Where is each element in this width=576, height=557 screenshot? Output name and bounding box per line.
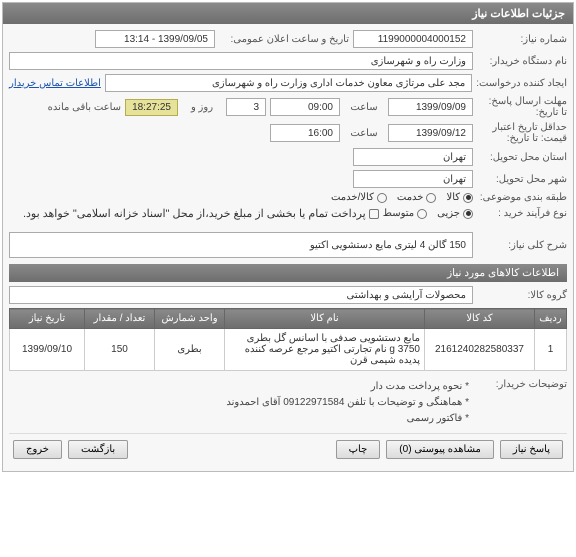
items-header: اطلاعات کالاهای مورد نیاز bbox=[9, 264, 567, 282]
announce-label: تاریخ و ساعت اعلان عمومی: bbox=[219, 34, 349, 45]
group-label: گروه کالا: bbox=[477, 290, 567, 301]
back-button[interactable]: بازگشت bbox=[68, 440, 128, 459]
cell-unit: بطری bbox=[155, 329, 225, 371]
radio-dot-icon bbox=[463, 193, 473, 203]
deadline-date: 1399/09/09 bbox=[388, 98, 473, 116]
col-idx: ردیف bbox=[535, 309, 567, 329]
radio-mid[interactable]: متوسط bbox=[383, 208, 427, 219]
note-line: * نحوه پرداخت مدت دار bbox=[226, 379, 469, 395]
org-value: وزارت راه و شهرسازی bbox=[9, 52, 473, 70]
radio-dot-icon bbox=[417, 209, 427, 219]
checkbox-treasury[interactable]: پرداخت تمام یا بخشی از مبلغ خرید،از محل … bbox=[23, 207, 379, 220]
note-line: * فاکتور رسمی bbox=[226, 411, 469, 427]
cell-idx: 1 bbox=[535, 329, 567, 371]
radio-both[interactable]: کالا/خدمت bbox=[331, 192, 387, 203]
cell-qty: 150 bbox=[85, 329, 155, 371]
city-label: شهر محل تحویل: bbox=[477, 174, 567, 185]
org-label: نام دستگاه خریدار: bbox=[477, 56, 567, 67]
col-code: کد کالا bbox=[425, 309, 535, 329]
remain-days: 3 bbox=[226, 98, 266, 116]
price-deadline-label: حداقل تاریخ اعتبار قیمت: تا تاریخ: bbox=[477, 122, 567, 144]
exit-button[interactable]: خروج bbox=[13, 440, 62, 459]
radio-service[interactable]: خدمت bbox=[397, 192, 437, 203]
creator-label: ایجاد کننده درخواست: bbox=[476, 78, 567, 89]
need-no-value: 1199000004000152 bbox=[353, 30, 473, 48]
radio-dot-icon bbox=[426, 193, 436, 203]
process-radio-group: جزیی متوسط bbox=[383, 208, 473, 219]
panel-body: شماره نیاز: 1199000004000152 تاریخ و ساع… bbox=[3, 24, 573, 471]
prov-value: تهران bbox=[353, 148, 473, 166]
note-line: * هماهنگی و توضیحات با تلفن 09122971584 … bbox=[226, 395, 469, 411]
deadline-label: مهلت ارسال پاسخ: تا تاریخ: bbox=[477, 96, 567, 118]
time-label-2: ساعت bbox=[344, 128, 384, 139]
panel-title: جزئیات اطلاعات نیاز bbox=[3, 3, 573, 24]
radio-dot-icon bbox=[377, 193, 387, 203]
prov-label: استان محل تحویل: bbox=[477, 152, 567, 163]
col-date: تاریخ نیاز bbox=[10, 309, 85, 329]
reply-button[interactable]: پاسخ نیاز bbox=[500, 440, 563, 459]
radio-goods[interactable]: کالا bbox=[446, 192, 473, 203]
city-value: تهران bbox=[353, 170, 473, 188]
checkbox-icon bbox=[369, 209, 379, 219]
desc-value: 150 گالن 4 لیتری مایع دستشویی اکتیو bbox=[9, 232, 473, 258]
items-table: ردیف کد کالا نام کالا واحد شمارش تعداد /… bbox=[9, 308, 567, 371]
day-label: روز و bbox=[182, 102, 222, 113]
deadline-time: 09:00 bbox=[270, 98, 340, 116]
radio-low[interactable]: جزیی bbox=[437, 208, 473, 219]
cell-code: 2161240282580337 bbox=[425, 329, 535, 371]
remain-label: ساعت باقی مانده bbox=[48, 102, 121, 113]
need-no-label: شماره نیاز: bbox=[477, 34, 567, 45]
cat-label: طبقه بندی موضوعی: bbox=[477, 192, 567, 203]
col-qty: تعداد / مقدار bbox=[85, 309, 155, 329]
price-date: 1399/09/12 bbox=[388, 124, 473, 142]
remain-time-badge: 18:27:25 bbox=[125, 99, 178, 116]
contact-link[interactable]: اطلاعات تماس خریدار bbox=[9, 78, 101, 89]
group-value: محصولات آرایشی و بهداشتی bbox=[9, 286, 473, 304]
price-time: 16:00 bbox=[270, 124, 340, 142]
table-header-row: ردیف کد کالا نام کالا واحد شمارش تعداد /… bbox=[10, 309, 567, 329]
cell-name: مایع دستشویی صدفی با اسانس گل بطری 3750 … bbox=[225, 329, 425, 371]
buyer-notes-label: توضیحات خریدار: bbox=[477, 379, 567, 390]
buyer-notes: * نحوه پرداخت مدت دار * هماهنگی و توضیحا… bbox=[226, 379, 473, 427]
print-button[interactable]: چاپ bbox=[336, 440, 381, 459]
category-radio-group: کالا خدمت کالا/خدمت bbox=[331, 192, 473, 203]
cell-date: 1399/09/10 bbox=[10, 329, 85, 371]
col-name: نام کالا bbox=[225, 309, 425, 329]
announce-value: 1399/09/05 - 13:14 bbox=[95, 30, 215, 48]
proc-label: نوع فرآیند خرید : bbox=[477, 208, 567, 219]
col-unit: واحد شمارش bbox=[155, 309, 225, 329]
creator-value: مجد علی مرتاژی معاون خدمات اداری وزارت ر… bbox=[105, 74, 472, 92]
details-panel: جزئیات اطلاعات نیاز شماره نیاز: 11990000… bbox=[2, 2, 574, 472]
radio-dot-icon bbox=[463, 209, 473, 219]
desc-label: شرح کلی نیاز: bbox=[477, 240, 567, 251]
time-label-1: ساعت bbox=[344, 102, 384, 113]
table-row[interactable]: 1 2161240282580337 مایع دستشویی صدفی با … bbox=[10, 329, 567, 371]
attachments-button[interactable]: مشاهده پیوستی (0) bbox=[386, 440, 494, 459]
